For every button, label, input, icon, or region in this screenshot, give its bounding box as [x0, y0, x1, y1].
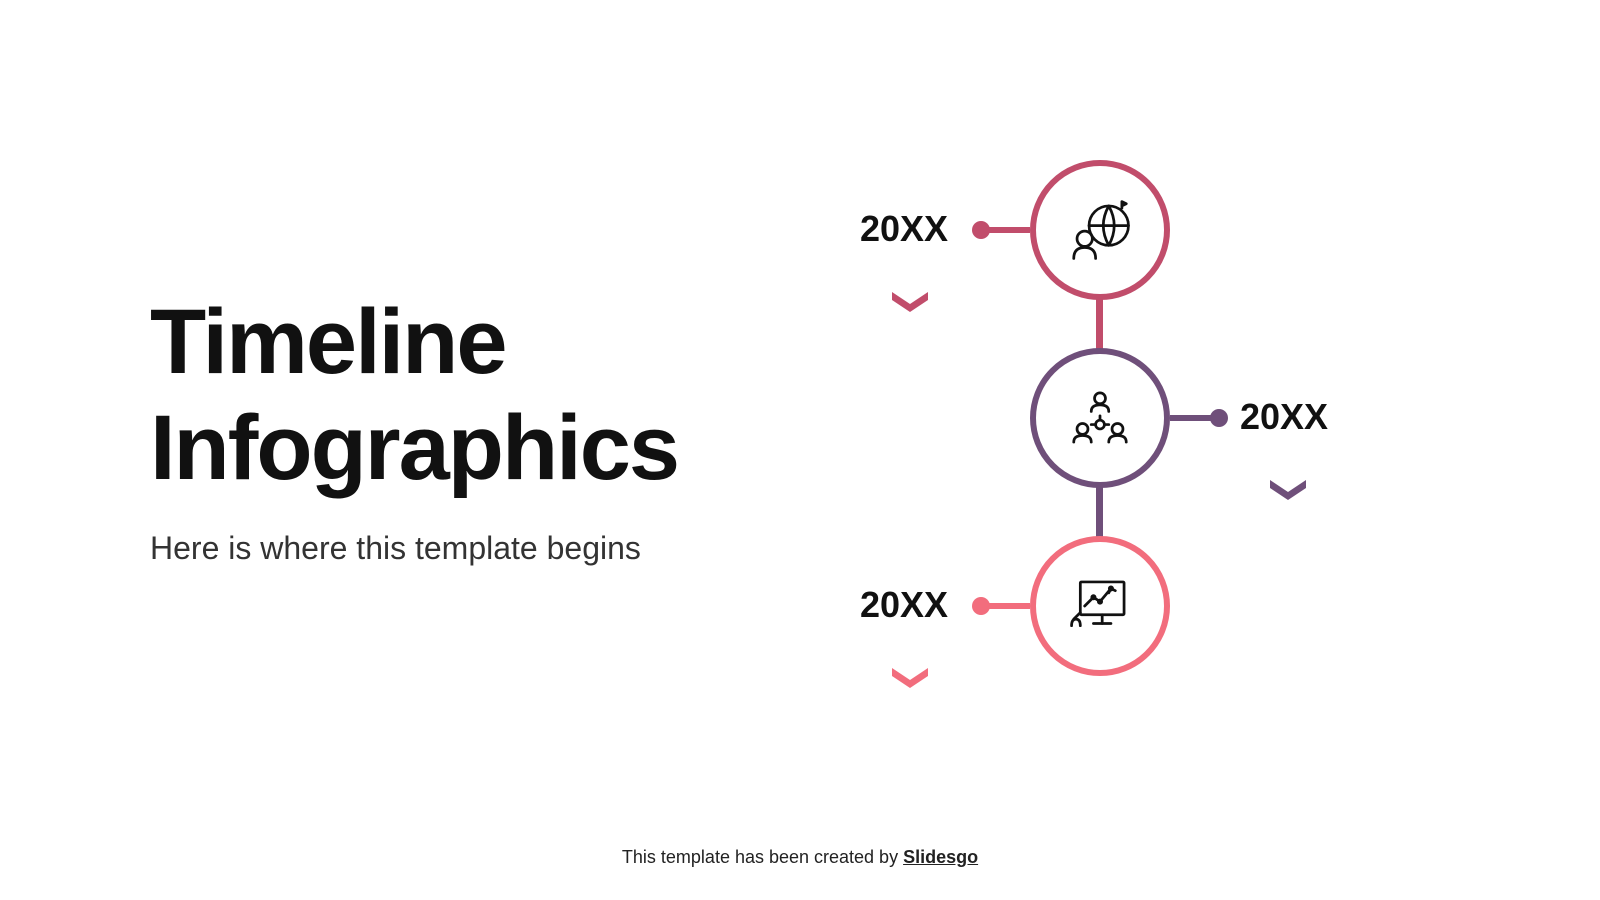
- team-icon: [1065, 383, 1135, 453]
- title-text: TimelineInfographics: [150, 291, 678, 499]
- vertical-link-1: [1096, 294, 1103, 354]
- year-text-2: 20XX: [1240, 396, 1328, 437]
- connector-dot-3: [972, 597, 990, 615]
- subtitle-text: Here is where this template begins: [150, 530, 641, 566]
- footer-credit: This template has been created by Slides…: [0, 847, 1600, 868]
- year-text-1: 20XX: [860, 208, 948, 249]
- year-label-2: 20XX: [1240, 396, 1328, 438]
- slide-title: TimelineInfographics: [150, 290, 678, 502]
- timeline-diagram: 20XX 20XX: [900, 160, 1400, 720]
- chevron-down-icon: [890, 290, 930, 314]
- connector-dot-1: [972, 221, 990, 239]
- chevron-down-icon: [890, 666, 930, 690]
- slide-subtitle: Here is where this template begins: [150, 530, 641, 567]
- globe-person-icon: [1065, 195, 1135, 265]
- year-label-3: 20XX: [860, 584, 948, 626]
- footer-brand: Slidesgo: [903, 847, 978, 867]
- chevron-down-icon: [1268, 478, 1308, 502]
- vertical-link-2: [1096, 482, 1103, 542]
- timeline-node-1: [1030, 160, 1170, 300]
- chart-presentation-icon: [1065, 571, 1135, 641]
- timeline-node-3: [1030, 536, 1170, 676]
- year-text-3: 20XX: [860, 584, 948, 625]
- connector-dot-2: [1210, 409, 1228, 427]
- timeline-node-2: [1030, 348, 1170, 488]
- footer-text: This template has been created by: [622, 847, 903, 867]
- year-label-1: 20XX: [860, 208, 948, 250]
